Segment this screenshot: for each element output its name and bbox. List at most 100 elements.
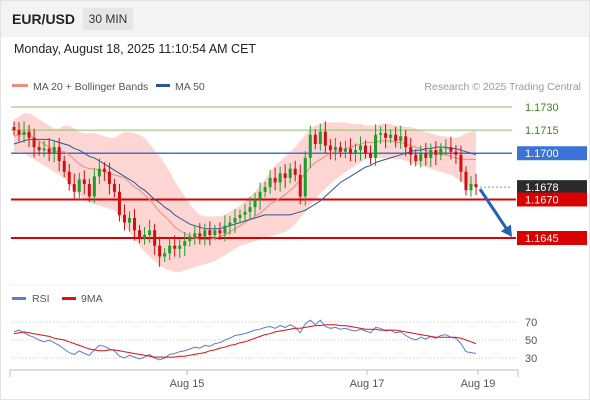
candle-body: [248, 207, 252, 212]
candle-body: [308, 134, 312, 158]
candle-body: [47, 148, 51, 154]
time-axis: Aug 15 Aug 17 Aug 19: [170, 370, 496, 390]
candle-body: [374, 134, 378, 158]
candle-body: [278, 173, 282, 183]
candle-body: [343, 148, 347, 152]
ma50-legend-label: MA 50: [175, 81, 205, 93]
candle-body: [27, 131, 31, 138]
ma50-legend-swatch: [156, 84, 170, 87]
candle-body: [359, 145, 362, 151]
candle-body: [52, 147, 56, 154]
candle-body: [198, 233, 202, 237]
candle-body: [298, 174, 302, 197]
candle-body: [143, 234, 147, 238]
candle-body: [42, 148, 46, 151]
candle-body: [67, 171, 71, 185]
rsi-tick-70: 70: [525, 317, 537, 329]
rsi-ma-legend-swatch: [62, 297, 76, 300]
candle-body: [22, 131, 26, 135]
candle-body: [188, 238, 192, 242]
rsi-legend-label: RSI: [32, 293, 50, 305]
rsi-ma-legend-label: 9MA: [81, 293, 103, 305]
credit-text: Research © 2025 Trading Central: [424, 81, 581, 93]
ma20-line: [13, 132, 476, 240]
candle-body: [128, 217, 131, 223]
candle-body: [233, 217, 237, 223]
candle-body: [17, 130, 21, 135]
candle-body: [62, 160, 66, 172]
candle-body: [293, 168, 297, 175]
candle-body: [218, 230, 222, 234]
candle-body: [464, 171, 468, 191]
candle-body: [238, 214, 242, 218]
level-label-1.1678: 1.1678: [525, 182, 559, 194]
candle-body: [173, 245, 177, 249]
candle-body: [419, 153, 423, 161]
candle-body: [389, 134, 393, 138]
candle-body: [263, 187, 267, 192]
candle-body: [459, 154, 463, 172]
candle-body: [414, 154, 418, 161]
candle-body: [138, 230, 142, 238]
candle-body: [82, 179, 86, 185]
chart-header: EUR/USD 30 MIN: [1, 1, 589, 37]
candle-body: [148, 230, 152, 235]
candle-body: [163, 253, 167, 257]
rsi-plot-area: 70 50 30: [11, 317, 537, 365]
candle-body: [283, 173, 287, 178]
candle-body: [323, 131, 327, 146]
ma20-legend-swatch: [12, 84, 28, 87]
candle-body: [328, 145, 332, 151]
candle-body: [228, 222, 232, 226]
candle-body: [32, 137, 36, 148]
candle-body: [213, 230, 217, 235]
candle-body: [243, 211, 247, 215]
time-tick-label: Aug 17: [350, 378, 385, 390]
level-label-1.1715: 1.1715: [525, 125, 559, 137]
time-tick-label: Aug 19: [461, 378, 496, 390]
candle-body: [72, 184, 76, 192]
candle-body: [97, 168, 101, 177]
level-label-1.1700: 1.1700: [525, 148, 559, 160]
candle-body: [203, 230, 207, 237]
candle-body: [12, 127, 16, 131]
candle-body: [183, 241, 187, 246]
ma20-legend-label: MA 20 + Bollinger Bands: [33, 81, 148, 93]
level-badge-1.1670: [517, 192, 587, 207]
candle-body: [379, 133, 383, 135]
timeframe-button[interactable]: 30 MIN: [83, 8, 133, 30]
symbol-label[interactable]: EUR/USD: [12, 11, 76, 27]
candle-body: [288, 168, 292, 178]
time-tick-label: Aug 15: [170, 378, 205, 390]
candle-body: [193, 233, 197, 238]
candle-body: [268, 177, 272, 188]
candle-body: [449, 147, 453, 152]
candle-body: [429, 150, 433, 158]
candle-body: [253, 199, 257, 208]
candle-body: [303, 157, 307, 197]
level-label-1.1670: 1.1670: [525, 194, 559, 206]
projection-arrowhead: [500, 224, 512, 237]
timestamp: Monday, August 18, 2025 11:10:54 AM CET: [14, 42, 257, 56]
candle-body: [399, 136, 403, 141]
level-badge-1.1678: [517, 180, 587, 195]
candle-body: [77, 179, 81, 192]
candle-body: [168, 245, 172, 254]
candle-body: [454, 151, 458, 155]
candle-body: [273, 177, 277, 183]
rsi-legend-swatch: [12, 297, 26, 300]
candle-body: [348, 148, 352, 154]
candle-body: [424, 153, 428, 158]
candle-body: [409, 147, 413, 155]
candle-body: [87, 184, 91, 197]
candle-body: [37, 147, 41, 151]
candle-body: [133, 217, 137, 231]
level-label-1.1645: 1.1645: [525, 233, 559, 245]
rsi-ma-line: [13, 324, 477, 358]
candle-body: [353, 150, 357, 154]
candle-body: [57, 147, 61, 161]
candle-body: [178, 245, 182, 249]
candle-body: [404, 136, 408, 148]
